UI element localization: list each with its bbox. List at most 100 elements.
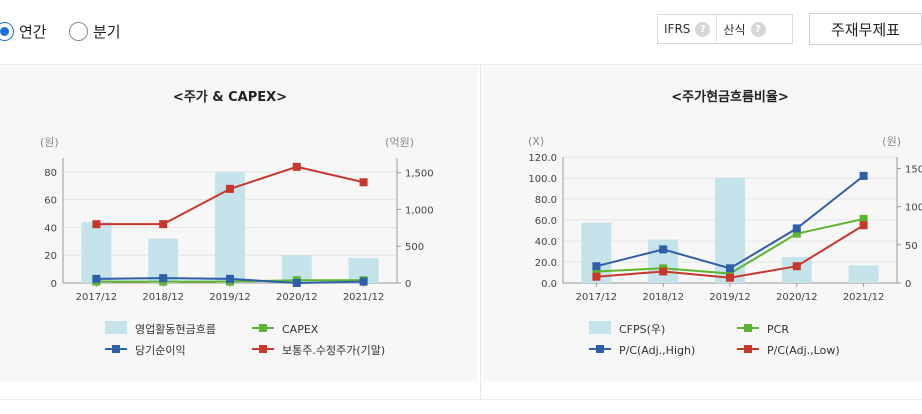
x-tick-label: 2017/12 xyxy=(76,292,118,303)
data-point xyxy=(726,264,734,273)
left-tick-label: 60 xyxy=(44,196,57,207)
radio-quarterly-label: 분기 xyxy=(93,23,121,41)
radio-quarterly-indicator xyxy=(69,22,88,41)
data-point xyxy=(859,221,868,230)
data-point xyxy=(92,220,101,229)
legend-label: CAPEX xyxy=(282,323,319,336)
divider xyxy=(0,399,922,400)
data-point xyxy=(726,269,734,278)
formula-option[interactable]: 산식 ? xyxy=(717,15,771,43)
chart-title: <주가현금흐름비율> xyxy=(671,89,788,105)
top-toolbar: 연간 분기 IFRS ? 산식 ? 주재무제표 xyxy=(0,0,922,64)
x-tick-label: 2021/12 xyxy=(343,292,385,303)
data-point xyxy=(159,220,168,229)
left-tick-label: 0 xyxy=(51,279,57,290)
x-tick-label: 2017/12 xyxy=(576,292,618,303)
radio-annual-label: 연간 xyxy=(19,23,47,41)
left-tick-label: 120.0 xyxy=(528,153,557,164)
x-tick-label: 2021/12 xyxy=(843,292,885,303)
x-tick-label: 2019/12 xyxy=(709,292,751,303)
left-tick-label: 100.0 xyxy=(528,174,557,185)
help-icon[interactable]: ? xyxy=(750,21,766,37)
formula-label: 산식 xyxy=(723,22,746,37)
legend-label: CFPS(우) xyxy=(619,323,665,336)
data-point xyxy=(226,184,234,193)
left-tick-label: 80.0 xyxy=(535,195,557,206)
data-point xyxy=(859,171,868,180)
radio-annual[interactable]: 연간 xyxy=(0,21,47,42)
bar xyxy=(81,221,112,283)
data-point xyxy=(292,279,301,287)
legend-label: PCR xyxy=(767,323,789,336)
data-point xyxy=(359,277,368,286)
ifrs-label: IFRS xyxy=(664,22,691,36)
legend-label: 당기순이익 xyxy=(135,344,186,357)
stock-capex-chart: <주가 & CAPEX> (원) (억원) 0 20 40 60 80 0 500 1,000 1,5… xyxy=(40,90,434,357)
data-point xyxy=(592,272,601,281)
right-tick-label: 500 xyxy=(405,242,424,253)
legend-marker xyxy=(112,345,120,353)
data-point xyxy=(226,274,234,283)
x-tick-label: 2018/12 xyxy=(142,292,184,303)
x-tick-label: 2020/12 xyxy=(276,292,318,303)
data-point xyxy=(792,229,801,238)
right-tick-label: 1,000 xyxy=(405,205,434,216)
data-point xyxy=(359,178,368,187)
divider xyxy=(480,65,481,400)
right-axis-unit: (원) xyxy=(882,135,901,148)
legend-marker xyxy=(596,345,604,353)
price-cashflow-ratio-chart: <주가현금흐름비율> (X) (원) 0.0 20.0 40.0 60.0 80.0 100.0… xyxy=(528,89,922,357)
left-tick-label: 40 xyxy=(44,223,57,234)
legend-marker xyxy=(744,345,752,353)
left-tick-label: 0.0 xyxy=(541,279,557,290)
panel-stock-capex: <주가 & CAPEX> (원) (억원) 0 20 40 60 80 0 500 1,000 1,5… xyxy=(0,65,478,381)
right-tick-label: 150 xyxy=(905,164,922,175)
left-tick-label: 80 xyxy=(44,168,57,179)
data-point xyxy=(292,162,301,171)
legend-label: P/C(Adj.,Low) xyxy=(767,344,840,357)
data-point xyxy=(159,274,168,283)
x-tick-label: 2019/12 xyxy=(209,292,251,303)
data-point xyxy=(726,273,734,282)
data-point xyxy=(792,262,801,271)
legend-label: 보통주.수정주가(기말) xyxy=(282,344,385,357)
ifrs-option[interactable]: IFRS ? xyxy=(658,15,718,43)
bar xyxy=(848,265,879,283)
main-financial-statements-button[interactable]: 주재무제표 xyxy=(809,13,922,45)
left-tick-label: 20 xyxy=(44,251,57,262)
right-tick-label: 0 xyxy=(905,279,911,290)
data-point xyxy=(659,267,668,276)
x-tick-label: 2020/12 xyxy=(776,292,818,303)
data-point xyxy=(592,262,601,271)
data-point xyxy=(659,245,668,254)
left-tick-label: 20.0 xyxy=(535,258,557,269)
data-point xyxy=(859,214,868,223)
data-point xyxy=(792,224,801,233)
chart-title: <주가 & CAPEX> xyxy=(173,90,287,105)
legend-swatch xyxy=(589,321,611,334)
left-axis-unit: (X) xyxy=(528,135,544,148)
left-tick-label: 40.0 xyxy=(535,237,557,248)
options-group: IFRS ? 산식 ? xyxy=(657,14,793,44)
radio-quarterly[interactable]: 분기 xyxy=(69,21,121,42)
legend-swatch xyxy=(105,321,127,334)
panel-price-cashflow-ratio: <주가현금흐름비율> (X) (원) 0.0 20.0 40.0 60.0 80.0 100.0… xyxy=(483,65,922,381)
right-tick-label: 100 xyxy=(905,203,922,214)
right-tick-label: 50 xyxy=(905,241,918,252)
left-axis-unit: (원) xyxy=(40,136,59,149)
legend-label: P/C(Adj.,High) xyxy=(619,344,695,357)
right-axis-unit: (억원) xyxy=(385,136,414,149)
data-point xyxy=(92,274,101,283)
divider xyxy=(0,64,922,65)
right-tick-label: 1,500 xyxy=(405,169,434,180)
left-tick-label: 60.0 xyxy=(535,216,557,227)
help-icon[interactable]: ? xyxy=(695,21,711,37)
data-point xyxy=(592,267,601,276)
legend-marker xyxy=(744,324,752,332)
legend-marker xyxy=(259,324,267,332)
radio-annual-indicator xyxy=(0,22,14,41)
legend-label: 영업활동현금흐름 xyxy=(135,322,216,336)
right-tick-label: 0 xyxy=(405,279,411,290)
x-tick-label: 2018/12 xyxy=(642,292,684,303)
legend-marker xyxy=(259,345,267,353)
